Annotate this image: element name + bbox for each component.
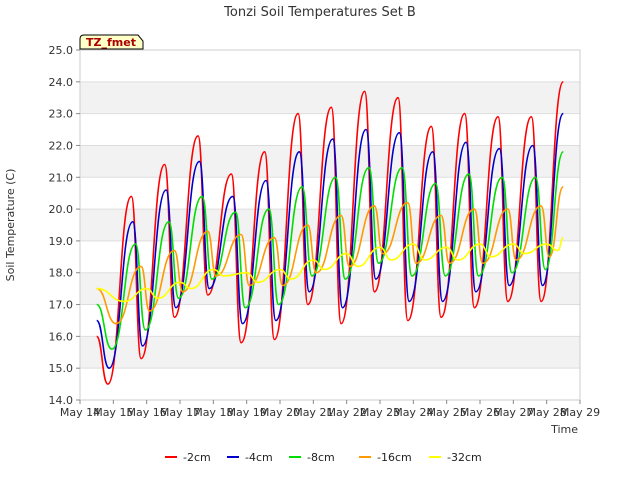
legend-label: -8cm xyxy=(307,451,335,464)
legend-label: -4cm xyxy=(245,451,273,464)
grid-band xyxy=(80,272,580,305)
series-line-2cmcm xyxy=(95,81,565,385)
y-tick-label: 25.0 xyxy=(49,44,74,57)
y-tick-label: 24.0 xyxy=(49,76,74,89)
series-line-16cmcm xyxy=(96,186,565,325)
y-tick-label: 16.0 xyxy=(49,330,74,343)
y-tick-label: 15.0 xyxy=(49,362,74,375)
x-tick-label: May 28 xyxy=(527,406,567,419)
y-tick-label: 14.0 xyxy=(49,394,74,407)
x-tick-label: May 15 xyxy=(93,406,133,419)
grid-band xyxy=(80,145,580,178)
badge-box xyxy=(79,34,144,50)
x-tick-label: May 26 xyxy=(460,406,500,419)
x-tick-label: May 21 xyxy=(293,406,333,419)
y-tick-label: 19.0 xyxy=(49,235,74,248)
x-tick-label: May 24 xyxy=(393,406,433,419)
legend-label: -32cm xyxy=(447,451,482,464)
legend: -2cm -4cm -8cm -16cm -32cm xyxy=(165,451,482,464)
x-tick-label: May 29 xyxy=(560,406,600,419)
x-tick-label: May 17 xyxy=(160,406,200,419)
y-tick-label: 21.0 xyxy=(49,171,74,184)
x-tick-label: May 16 xyxy=(127,406,167,419)
x-tick-label: May 22 xyxy=(327,406,367,419)
y-tick-label: 18.0 xyxy=(49,267,74,280)
x-tick-label: May 14 xyxy=(60,406,100,419)
x-tick-label: May 23 xyxy=(360,406,400,419)
y-axis-ticks: 14.0 15.0 16.0 17.0 18.0 19.0 20.0 21.0 22.0 23.0… xyxy=(49,44,80,407)
x-tick-label: May 25 xyxy=(427,406,467,419)
site-badge: TZ_fmet xyxy=(79,34,144,50)
legend-label: -2cm xyxy=(183,451,211,464)
series-line-32cmcm xyxy=(96,236,564,303)
y-tick-label: 22.0 xyxy=(49,139,74,152)
badge-label: TZ_fmet xyxy=(86,36,136,49)
grid-band xyxy=(80,336,580,369)
x-tick-label: May 19 xyxy=(227,406,267,419)
x-tick-label: May 18 xyxy=(193,406,233,419)
series-line-8cmcm xyxy=(95,151,565,350)
chart-title: Tonzi Soil Temperatures Set B xyxy=(223,5,416,20)
x-tick-label: May 27 xyxy=(493,406,533,419)
x-tick-label: May 20 xyxy=(260,406,300,419)
plot-frame xyxy=(79,49,581,401)
series-lines xyxy=(95,81,565,385)
legend-label: -16cm xyxy=(377,451,412,464)
y-tick-label: 20.0 xyxy=(49,203,74,216)
y-tick-label: 23.0 xyxy=(49,108,74,121)
y-axis-label: Soil Temperature (C) xyxy=(4,169,17,282)
x-axis-label: Time xyxy=(550,423,578,436)
y-tick-label: 17.0 xyxy=(49,299,74,312)
